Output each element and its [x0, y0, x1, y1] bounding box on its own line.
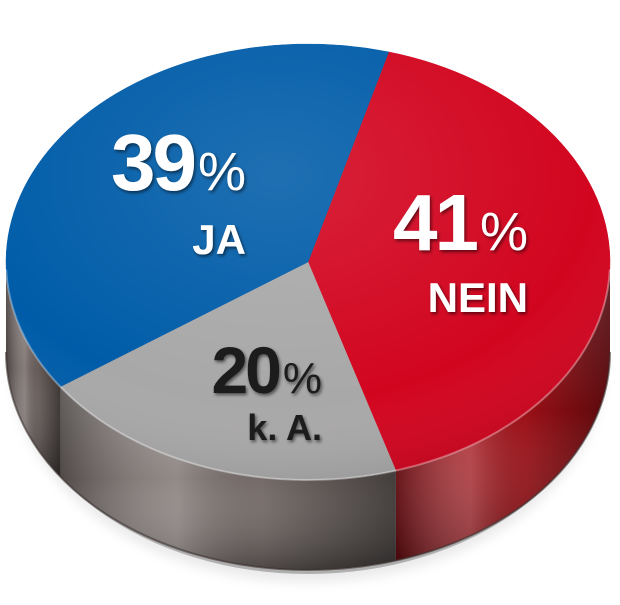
slice-value-unit-ja: % — [198, 142, 246, 202]
slice-value-nein: 41% — [393, 178, 528, 267]
pie-side-nein-shade-h — [395, 262, 610, 561]
slice-value-unit-nein: % — [480, 202, 528, 262]
slice-label-group-k-a: 20%k. A. — [211, 333, 322, 448]
slice-value-ja: 39% — [111, 118, 246, 207]
slice-value-number-nein: 41 — [393, 178, 477, 267]
slice-value-k-a: 20% — [211, 333, 322, 407]
pie-side-k-a-shade-h — [60, 386, 396, 570]
slice-value-unit-k-a: % — [283, 354, 322, 403]
pie-top-rim — [5, 269, 611, 481]
slice-label-nein: NEIN — [428, 274, 528, 321]
slice-label-ja: JA — [192, 216, 246, 263]
slice-label-k-a: k. A. — [247, 407, 322, 448]
slice-value-number-k-a: 20 — [211, 333, 279, 407]
slice-value-number-ja: 39 — [111, 118, 194, 207]
slice-label-group-nein: 41% NEIN — [393, 178, 528, 321]
slice-label-group-ja: 39% JA — [111, 118, 246, 263]
pie-top-shine — [6, 44, 610, 480]
pie-side-ja-shade-h — [5, 262, 61, 477]
pie-bottom-rim — [5, 351, 611, 571]
